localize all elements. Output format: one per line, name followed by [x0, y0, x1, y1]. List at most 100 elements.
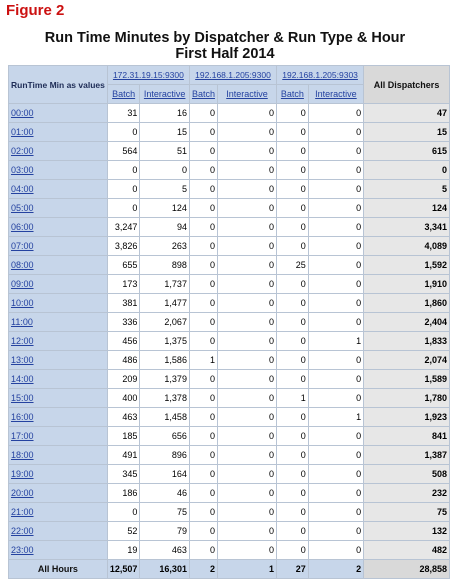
value-cell: 0: [216, 312, 278, 332]
row-total-cell: 1,592: [363, 255, 450, 275]
table-row: 17:00 185 656 0 0 0 0 841: [8, 426, 450, 446]
run-type-batch-3[interactable]: Batch: [276, 84, 309, 104]
hour-label[interactable]: 15:00: [8, 388, 108, 408]
value-cell: 491: [106, 445, 141, 465]
hour-label[interactable]: 20:00: [8, 483, 108, 503]
value-cell: 0: [216, 540, 278, 560]
column-total-cell: 2: [188, 559, 218, 579]
value-cell: 1,458: [139, 407, 190, 427]
value-cell: 0: [188, 407, 218, 427]
hour-label[interactable]: 08:00: [8, 255, 108, 275]
row-total-cell: 3,341: [363, 217, 450, 237]
dispatcher-header-1[interactable]: 172.31.19.15:9300: [106, 65, 190, 85]
value-cell: 0: [307, 464, 365, 484]
hour-label[interactable]: 11:00: [8, 312, 108, 332]
hour-label[interactable]: 16:00: [8, 407, 108, 427]
value-cell: 0: [276, 540, 309, 560]
hour-label[interactable]: 18:00: [8, 445, 108, 465]
value-cell: 0: [188, 293, 218, 313]
value-cell: 0: [307, 236, 365, 256]
hour-label[interactable]: 14:00: [8, 369, 108, 389]
hour-label[interactable]: 09:00: [8, 274, 108, 294]
table-row: 22:00 52 79 0 0 0 0 132: [8, 521, 450, 541]
value-cell: 0: [307, 122, 365, 142]
hour-label[interactable]: 23:00: [8, 540, 108, 560]
hour-label[interactable]: 05:00: [8, 198, 108, 218]
table-row: 11:00 336 2,067 0 0 0 0 2,404: [8, 312, 450, 332]
hour-label[interactable]: 07:00: [8, 236, 108, 256]
value-cell: 0: [188, 198, 218, 218]
run-type-interactive-2[interactable]: Interactive: [216, 84, 278, 104]
table-row: 02:00 564 51 0 0 0 0 615: [8, 141, 450, 161]
table-row: 18:00 491 896 0 0 0 0 1,387: [8, 445, 450, 465]
run-type-batch-2[interactable]: Batch: [188, 84, 218, 104]
value-cell: 16: [139, 103, 190, 123]
table-row: 19:00 345 164 0 0 0 0 508: [8, 464, 450, 484]
value-cell: 0: [106, 122, 141, 142]
hour-label[interactable]: 03:00: [8, 160, 108, 180]
value-cell: 0: [216, 445, 278, 465]
value-cell: 0: [188, 426, 218, 446]
row-total-cell: 482: [363, 540, 450, 560]
row-total-cell: 508: [363, 464, 450, 484]
value-cell: 46: [139, 483, 190, 503]
row-total-cell: 124: [363, 198, 450, 218]
run-type-batch-1[interactable]: Batch: [106, 84, 141, 104]
value-cell: 0: [188, 217, 218, 237]
run-type-interactive-3[interactable]: Interactive: [307, 84, 365, 104]
hour-label[interactable]: 12:00: [8, 331, 108, 351]
value-cell: 75: [139, 502, 190, 522]
value-cell: 0: [307, 141, 365, 161]
row-total-cell: 1,833: [363, 331, 450, 351]
column-total-cell: 27: [276, 559, 309, 579]
value-cell: 0: [276, 160, 309, 180]
hour-label[interactable]: 02:00: [8, 141, 108, 161]
value-cell: 0: [216, 198, 278, 218]
value-cell: 0: [216, 331, 278, 351]
row-total-cell: 1,923: [363, 407, 450, 427]
value-cell: 1,378: [139, 388, 190, 408]
row-total-cell: 75: [363, 502, 450, 522]
hour-label[interactable]: 10:00: [8, 293, 108, 313]
value-cell: 0: [216, 179, 278, 199]
table-row: 00:00 31 16 0 0 0 0 47: [8, 103, 450, 123]
run-type-interactive-1[interactable]: Interactive: [139, 84, 190, 104]
value-cell: 0: [276, 369, 309, 389]
value-cell: 0: [216, 407, 278, 427]
value-cell: 2,067: [139, 312, 190, 332]
value-cell: 164: [139, 464, 190, 484]
dispatcher-header-3[interactable]: 192.168.1.205:9303: [276, 65, 365, 85]
value-cell: 0: [216, 255, 278, 275]
value-cell: 0: [188, 141, 218, 161]
hour-label[interactable]: 00:00: [8, 103, 108, 123]
value-cell: 0: [216, 217, 278, 237]
hour-label[interactable]: 17:00: [8, 426, 108, 446]
hour-label[interactable]: 04:00: [8, 179, 108, 199]
value-cell: 381: [106, 293, 141, 313]
totals-row: All Hours 12,507 16,301 2 1 27 2 28,858: [8, 559, 450, 579]
hour-label[interactable]: 13:00: [8, 350, 108, 370]
hour-label[interactable]: 22:00: [8, 521, 108, 541]
hour-label[interactable]: 19:00: [8, 464, 108, 484]
hour-label[interactable]: 01:00: [8, 122, 108, 142]
column-total-cell: 1: [216, 559, 278, 579]
all-hours-label: All Hours: [8, 559, 108, 579]
value-cell: 0: [276, 141, 309, 161]
value-cell: 0: [188, 369, 218, 389]
value-cell: 1: [307, 407, 365, 427]
value-cell: 0: [188, 160, 218, 180]
value-cell: 400: [106, 388, 141, 408]
dispatcher-header-row: RunTime Min as values 172.31.19.15:9300 …: [8, 65, 450, 104]
hour-label[interactable]: 21:00: [8, 502, 108, 522]
value-cell: 1,379: [139, 369, 190, 389]
dispatcher-header-2[interactable]: 192.168.1.205:9300: [188, 65, 278, 85]
row-total-cell: 615: [363, 141, 450, 161]
value-cell: 564: [106, 141, 141, 161]
value-cell: 0: [106, 502, 141, 522]
value-cell: 898: [139, 255, 190, 275]
row-total-cell: 132: [363, 521, 450, 541]
value-cell: 0: [307, 521, 365, 541]
value-cell: 94: [139, 217, 190, 237]
value-cell: 0: [276, 350, 309, 370]
hour-label[interactable]: 06:00: [8, 217, 108, 237]
